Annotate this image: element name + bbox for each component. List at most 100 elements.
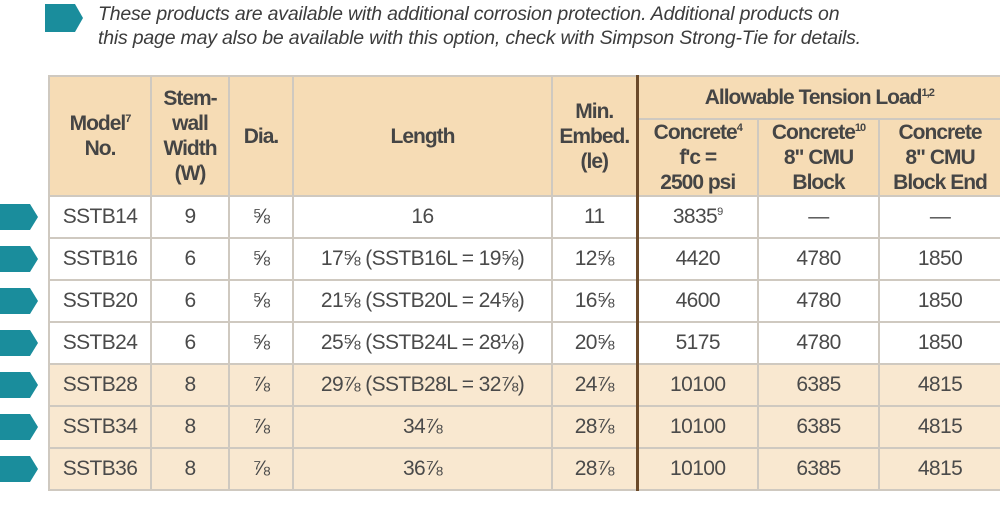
data-row: SSTB14 9 ⅝ 16 11 38359— — [48,195,1000,239]
header-text: Block [792,171,845,194]
footnote-ref: 9 [717,206,723,218]
table-cell: ⅝ [228,237,294,281]
header-text: Dia. [243,124,280,148]
data-row: SSTB28 8 ⅞ 29⅞ (SSTB28L = 32⅞) 24⅞ 10100 6385 4… [48,363,1000,407]
table-cell: ⅞ [228,363,294,407]
table-cell: 24⅞ [551,363,638,407]
table-cell: 12⅝ [551,237,638,281]
row-flag [0,330,38,356]
column-header: Stem-wall Width (W) [150,75,230,197]
table-cell: ⅝ [228,195,294,239]
cell-text: 3835 [672,205,718,228]
table-cell: SSTB14 [48,195,152,239]
header-row: Model7 No. Stem-wall Width (W) Dia. Length Min.… [48,75,1000,197]
group-header: Allowable Tension Load1,2 [635,75,1000,120]
table-cell: 4780 [757,321,880,365]
header-text: f'c = [679,146,717,169]
table-cell: 28⅞ [551,447,638,491]
table-cell: 21⅝ (SSTB20L = 24⅝) [292,279,553,323]
header-row: Concrete 4 f'c = 2500 psi Concrete10 8" CMU Bl… [49,118,1000,197]
header-text: 8" CMU [783,146,854,169]
option-flag [45,4,83,32]
table-cell: 34⅞ [292,405,553,449]
group-header-text: Allowable Tension Load [704,86,923,109]
table-cell: SSTB20 [48,279,152,323]
table-cell: 4420 [635,237,759,281]
table-cell: 4815 [877,363,1000,407]
table-cell: 25⅝ (SSTB24L = 28⅛) [292,321,553,365]
footnote-ref: 10 [854,122,866,134]
table-cell: 6 [150,321,230,365]
table-cell: 11 [551,195,638,239]
header-text: Min. [575,99,614,123]
header-text: 8" CMU [905,146,975,169]
table-cell: SSTB28 [48,363,152,407]
table-cell: 1850 [877,237,1000,281]
table-cell: 8 [150,447,230,491]
table-cell: 29⅞ (SSTB28L = 32⅞) [292,363,553,407]
row-flag [0,246,38,272]
header-text: (W) [174,162,207,185]
header-text: 2500 psi [660,171,736,194]
table-cell: ⅞ [228,447,294,491]
column-header: Concrete 8" CMU Block End [877,118,1000,197]
table-cell: ⅝ [228,279,294,323]
row-flag [0,414,38,440]
table-cell: 1850 [877,321,1000,365]
note: These products are available with additi… [98,2,861,50]
data-row: SSTB16 6 ⅝ 17⅝ (SSTB16L = 19⅝) 12⅝ 4420 4780 18… [48,237,1000,281]
table-cell: 6385 [757,405,880,449]
row-flag [0,372,38,398]
table-cell: 38359 [635,195,759,239]
table-cell: 10100 [635,363,759,407]
header-text: Width [163,137,217,160]
header-text: Concrete [898,121,983,144]
table-cell: 36⅞ [292,447,553,491]
table-cell: SSTB24 [48,321,152,365]
product-table: Model7 No. Stem-wall Width (W) Dia. Length Min.… [48,75,1000,491]
data-row: SSTB24 6 ⅝ 25⅝ (SSTB24L = 28⅛) 20⅝ 5175 4780 18… [48,321,1000,365]
table-cell: 1850 [877,279,1000,323]
table-cell: 10100 [635,447,759,491]
note-line: These products are available with additi… [98,3,840,25]
header-text: No. [84,137,117,160]
table-cell: 20⅝ [551,321,638,365]
table-cell: 4780 [757,237,880,281]
table-cell: — [877,195,1000,239]
table-cell: 4815 [877,447,1000,491]
column-header: Model7 No. [48,75,152,197]
column-header: Dia. [228,75,294,197]
table-cell: 28⅞ [551,405,638,449]
header-text: Stem- [163,87,217,110]
header-text: (le) [580,149,609,173]
footnote-ref: 4 [736,122,743,134]
row-flag [0,288,38,314]
table-cell: 17⅝ (SSTB16L = 19⅝) [292,237,553,281]
table-cell: 6 [150,279,230,323]
row-flags [0,204,38,482]
table-cell: ⅝ [228,321,294,365]
table-cell: 16 [292,195,553,239]
data-row: SSTB34 8 ⅞ 34⅞ 28⅞ 10100 6385 4815 [48,405,1000,449]
table-cell: 6385 [757,447,880,491]
table-cell: 8 [150,363,230,407]
table-cell: 4815 [877,405,1000,449]
table-cell: SSTB16 [48,237,152,281]
footnote-ref: 7 [125,113,131,125]
note-line: this page may also be available with thi… [98,27,861,49]
table-cell: 9 [150,195,230,239]
header-text: wall [172,112,209,135]
table-cell: 6 [150,237,230,281]
table-cell: SSTB34 [48,405,152,449]
footnote-ref: 1,2 [921,87,935,99]
header-text: Model [69,112,127,135]
data-row: SSTB20 6 ⅝ 21⅝ (SSTB20L = 24⅝) 16⅝ 4600 4780 18… [48,279,1000,323]
header-text: Length [390,124,456,148]
header-text: Block End [893,171,988,194]
column-header: Concrete10 8" CMU Block [757,118,880,197]
table-cell: 8 [150,405,230,449]
data-row: SSTB36 8 ⅞ 36⅞ 28⅞ 10100 6385 4815 [48,447,1000,491]
row-flag [0,204,38,230]
column-header: Concrete4 f'c = 2500 psi [635,118,759,197]
table-cell: ⅞ [228,405,294,449]
